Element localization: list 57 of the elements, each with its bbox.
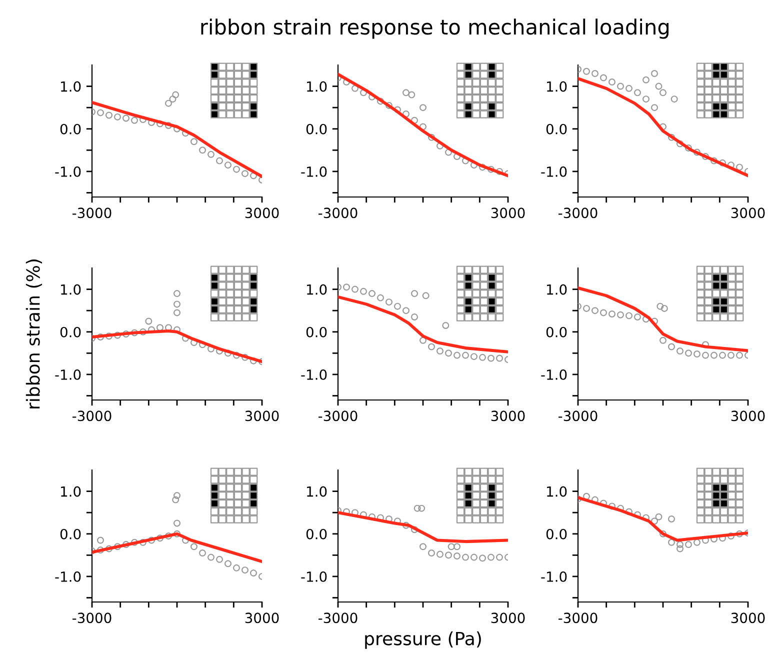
x-axis-title: pressure (Pa) — [365, 631, 481, 649]
y-tick-label: 0.0 — [546, 326, 567, 338]
line-series — [92, 329, 262, 364]
y-axis-title: ribbon strain (%) — [26, 260, 42, 408]
line-series — [578, 496, 748, 542]
y-tick-label: -1.0 — [301, 166, 327, 177]
y-tick-label: 1.0 — [307, 486, 327, 497]
line-series — [338, 72, 508, 178]
x-tick-label: -3000 — [72, 612, 112, 624]
y-tick-label: -1.0 — [55, 166, 81, 177]
y-tick-label: 0.0 — [306, 326, 327, 338]
y-tick-label: -1.0 — [541, 166, 567, 177]
y-tick-label: 1.0 — [61, 284, 81, 295]
x-tick-label: 3000 — [245, 208, 279, 218]
x-tick-label: -3000 — [318, 612, 358, 624]
y-tick-label: -1.0 — [301, 571, 327, 582]
y-tick-label: 0.0 — [546, 528, 567, 540]
x-tick-label: 3000 — [731, 612, 765, 624]
x-tick-label: -3000 — [318, 208, 358, 218]
line-series — [338, 511, 508, 544]
y-tick-label: -1.0 — [55, 571, 81, 582]
x-tick-label: -3000 — [72, 208, 112, 218]
x-tick-label: 3000 — [491, 612, 525, 624]
y-tick-label: 0.0 — [60, 124, 81, 134]
y-tick-label: 0.0 — [60, 326, 81, 338]
y-tick-label: 1.0 — [547, 486, 567, 497]
y-tick-label: 0.0 — [60, 528, 81, 540]
line-series — [578, 286, 748, 352]
line-series — [92, 532, 262, 564]
x-tick-label: -3000 — [558, 208, 598, 218]
chart-title: ribbon strain response to mechanical loading — [201, 18, 669, 39]
y-tick-label: 1.0 — [307, 284, 327, 295]
x-tick-label: -3000 — [558, 612, 598, 624]
x-tick-label: -3000 — [72, 410, 112, 422]
x-tick-label: 3000 — [731, 410, 765, 422]
x-tick-label: 3000 — [491, 208, 525, 218]
y-tick-label: 0.0 — [546, 124, 567, 134]
y-tick-label: 1.0 — [61, 486, 81, 497]
x-tick-label: 3000 — [731, 208, 765, 218]
y-tick-label: 0.0 — [306, 528, 327, 540]
y-tick-label: -1.0 — [541, 571, 567, 582]
y-tick-label: 1.0 — [547, 284, 567, 295]
x-tick-label: -3000 — [318, 410, 358, 422]
line-series — [92, 100, 262, 178]
x-tick-label: -3000 — [558, 410, 598, 422]
x-tick-label: 3000 — [245, 612, 279, 624]
y-tick-label: 0.0 — [306, 124, 327, 134]
y-tick-label: 1.0 — [307, 81, 327, 92]
x-tick-label: 3000 — [491, 410, 525, 422]
y-tick-label: 1.0 — [547, 81, 567, 92]
y-tick-label: -1.0 — [541, 369, 567, 380]
y-tick-label: -1.0 — [301, 369, 327, 380]
y-tick-label: 1.0 — [61, 81, 81, 92]
y-tick-label: -1.0 — [55, 369, 81, 380]
line-series — [578, 77, 748, 178]
line-series — [338, 295, 508, 354]
x-tick-label: 3000 — [245, 410, 279, 422]
